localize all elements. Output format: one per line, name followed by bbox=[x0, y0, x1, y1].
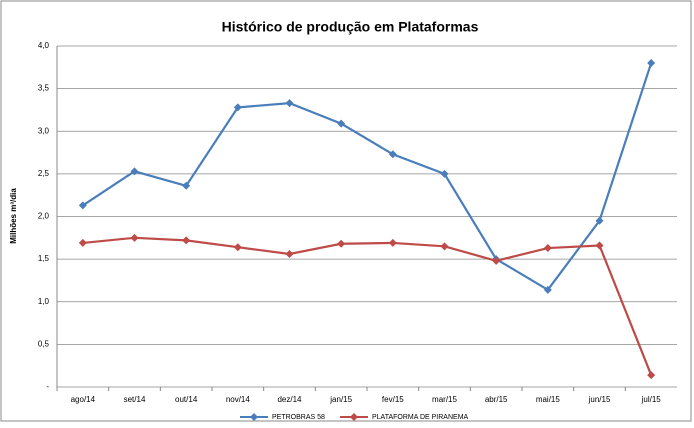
legend-label: PETROBRAS 58 bbox=[272, 414, 325, 421]
point bbox=[543, 244, 552, 253]
point bbox=[78, 201, 87, 210]
point bbox=[285, 250, 294, 259]
point bbox=[492, 256, 501, 265]
y-tick-label: 0,5 bbox=[38, 339, 50, 348]
point bbox=[233, 243, 242, 252]
point bbox=[285, 99, 294, 108]
y-tick-label: 1,5 bbox=[38, 254, 50, 263]
point bbox=[337, 119, 346, 128]
y-tick-label: - bbox=[46, 382, 49, 391]
x-tick-label: mar/15 bbox=[432, 395, 457, 404]
x-tick-label: set/14 bbox=[124, 395, 146, 404]
y-axis-label: Milhões m³/dia bbox=[9, 188, 18, 244]
point bbox=[595, 216, 604, 225]
point bbox=[182, 236, 191, 245]
y-tick-label: 3,0 bbox=[38, 126, 50, 135]
x-tick-label: abr/15 bbox=[485, 395, 508, 404]
x-tick-label: ago/14 bbox=[71, 395, 96, 404]
point bbox=[388, 150, 397, 159]
series-line bbox=[82, 62, 653, 292]
point bbox=[440, 169, 449, 178]
chart-title: Histórico de produção em Plataformas bbox=[222, 19, 479, 35]
y-tick-label: 3,5 bbox=[38, 84, 50, 93]
point bbox=[595, 241, 604, 250]
x-tick-label: dez/14 bbox=[277, 395, 302, 404]
legend-label: PLATAFORMA DE PIRANEMA bbox=[372, 414, 469, 421]
point bbox=[337, 239, 346, 248]
point bbox=[78, 238, 87, 247]
legend-marker bbox=[350, 413, 358, 421]
point bbox=[130, 167, 139, 176]
x-tick-label: jul/15 bbox=[641, 395, 662, 404]
point bbox=[647, 371, 656, 380]
series-line bbox=[82, 236, 653, 376]
x-tick-label: mai/15 bbox=[536, 395, 561, 404]
point bbox=[388, 238, 397, 247]
x-tick-label: out/14 bbox=[175, 395, 198, 404]
y-tick-label: 2,0 bbox=[38, 212, 50, 221]
x-tick-label: nov/14 bbox=[226, 395, 251, 404]
x-tick-label: jun/15 bbox=[588, 395, 611, 404]
legend-marker bbox=[250, 413, 258, 421]
y-tick-label: 2,5 bbox=[38, 169, 50, 178]
point bbox=[233, 103, 242, 112]
point bbox=[130, 233, 139, 242]
x-tick-label: fev/15 bbox=[382, 395, 404, 404]
point bbox=[647, 59, 656, 68]
point bbox=[182, 181, 191, 190]
point bbox=[543, 285, 552, 294]
y-tick-label: 1,0 bbox=[38, 297, 50, 306]
point bbox=[440, 242, 449, 251]
x-tick-label: jan/15 bbox=[329, 395, 352, 404]
y-tick-label: 4,0 bbox=[38, 41, 50, 50]
